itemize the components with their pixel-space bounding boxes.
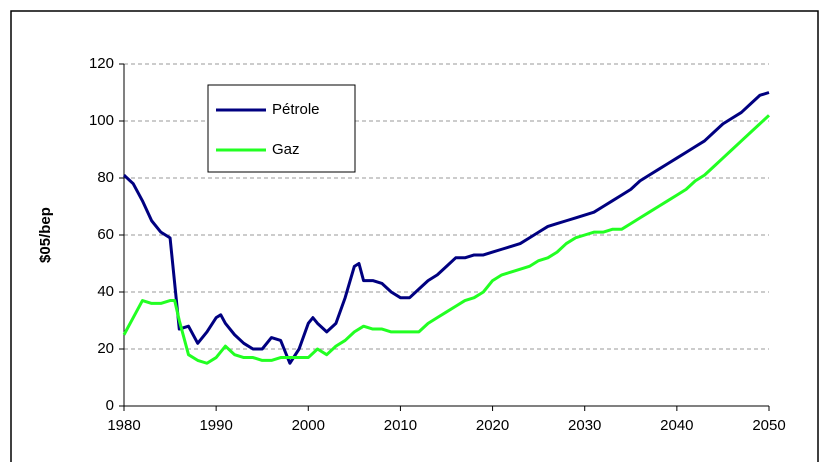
x-tick-label: 2010 [384,417,417,434]
y-tick-label: 120 [89,55,114,72]
series-line [122,91,770,365]
y-tick-label: 40 [97,283,114,300]
x-tick-label: 2000 [292,417,325,434]
x-tick-label: 2020 [476,417,509,434]
x-tick-label: 2050 [752,417,785,434]
y-tick-label: 20 [97,340,114,357]
x-tick-label: 1980 [107,417,140,434]
x-tick-label: 2030 [568,417,601,434]
legend-label: Pétrole [272,101,320,118]
y-tick-label: 60 [97,226,114,243]
y-axis-label: $05/bep [37,207,54,263]
y-tick-label: 0 [106,397,114,414]
x-tick-label: 1990 [199,417,232,434]
x-tick-label: 2040 [660,417,693,434]
y-tick-label: 100 [89,112,114,129]
y-tick-label: 80 [97,169,114,186]
legend-label: Gaz [272,141,300,158]
legend-box [207,84,356,173]
chart-frame [10,10,819,462]
series-line [122,114,771,365]
